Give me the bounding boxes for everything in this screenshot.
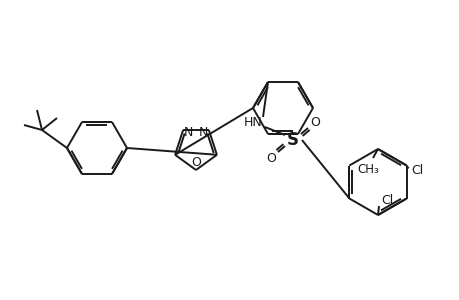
Text: N: N: [183, 126, 192, 139]
Text: CH₃: CH₃: [356, 163, 378, 176]
Text: HN: HN: [243, 116, 262, 128]
Text: N: N: [199, 126, 208, 139]
Text: O: O: [309, 116, 319, 128]
Text: O: O: [265, 152, 275, 164]
Text: O: O: [190, 157, 201, 169]
Text: S: S: [286, 131, 298, 149]
Text: Cl: Cl: [380, 194, 392, 208]
Text: Cl: Cl: [411, 164, 423, 177]
